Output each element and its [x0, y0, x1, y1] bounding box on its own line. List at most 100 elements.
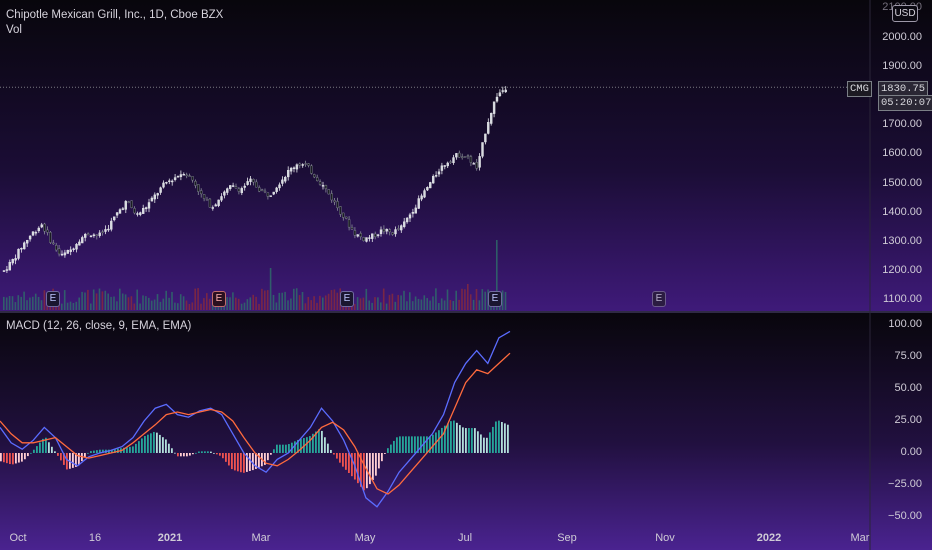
histogram-bar: [372, 453, 374, 481]
currency-badge[interactable]: USD: [892, 5, 918, 22]
candle-body: [197, 184, 200, 192]
volume-bar: [171, 291, 173, 310]
candle-body: [423, 190, 426, 198]
histogram-bar: [507, 424, 509, 453]
histogram-bar: [204, 451, 206, 453]
histogram-bar: [33, 449, 35, 453]
candle-body: [2, 270, 6, 272]
candle-body: [463, 156, 467, 158]
histogram-bar: [297, 439, 299, 453]
volume-bar: [61, 303, 63, 310]
histogram-bar: [255, 453, 257, 469]
histogram-bar: [30, 452, 32, 454]
volume-bar: [130, 296, 133, 310]
histogram-bar: [243, 453, 245, 473]
candle-body: [20, 247, 23, 250]
candle-body: [333, 200, 336, 203]
volume-bar: [162, 298, 165, 310]
price-tick-label: 2000.00: [882, 31, 922, 43]
histogram-bar: [126, 447, 128, 453]
histogram-bar: [234, 453, 236, 471]
candle-body: [411, 212, 415, 214]
candle-body: [40, 224, 43, 228]
candle-body: [170, 180, 174, 183]
signal-line: [0, 352, 511, 495]
histogram-bar: [360, 453, 362, 487]
candle-body: [26, 240, 29, 244]
histogram-bar: [426, 436, 428, 453]
volume-bar: [449, 300, 452, 310]
candle-body: [258, 187, 261, 192]
volume-bar: [17, 295, 20, 310]
histogram-bar: [267, 453, 269, 461]
volume-bar: [258, 303, 260, 310]
volume-bar: [168, 297, 170, 310]
histogram-bar: [387, 448, 389, 453]
histogram-bar: [390, 444, 392, 453]
earnings-icon[interactable]: E: [46, 291, 60, 307]
volume-bar: [403, 290, 405, 310]
histogram-bar: [447, 423, 449, 453]
histogram-bar: [276, 444, 278, 453]
candle-body: [5, 269, 9, 271]
candle-body: [495, 96, 499, 102]
candle-body: [266, 192, 270, 197]
volume-bar: [107, 293, 109, 310]
volume-bar: [330, 290, 333, 310]
histogram-bar: [378, 453, 380, 469]
histogram-bar: [123, 447, 125, 453]
earnings-icon[interactable]: E: [652, 291, 666, 307]
volume-bar: [275, 302, 278, 310]
histogram-bar: [501, 421, 503, 453]
candle-body: [147, 202, 151, 209]
histogram-bar: [156, 432, 158, 453]
candle-body: [124, 201, 128, 210]
volume-bar: [249, 297, 252, 310]
candle-body: [446, 162, 449, 167]
candle-body: [55, 245, 58, 251]
histogram-bar: [231, 453, 233, 470]
earnings-icon[interactable]: E: [488, 291, 502, 307]
histogram-bar: [399, 436, 401, 453]
histogram-bar: [171, 448, 173, 453]
volume-bar: [388, 294, 391, 310]
histogram-bar: [348, 453, 350, 473]
candle-body: [57, 248, 61, 255]
candle-body: [449, 161, 452, 163]
candle-body: [226, 188, 229, 193]
volume-bar: [414, 296, 417, 310]
volume-bar: [336, 292, 339, 310]
histogram-bar: [438, 430, 440, 453]
price-tick-label: 1200.00: [882, 263, 922, 276]
volume-bar: [496, 240, 498, 310]
candle-body: [162, 182, 165, 188]
histogram-bar: [279, 444, 281, 453]
histogram-bar: [225, 453, 227, 462]
price-tick-label: 1700.00: [882, 118, 922, 131]
histogram-bar: [285, 444, 287, 453]
histogram-bar: [210, 451, 212, 453]
candle-body: [220, 196, 223, 201]
histogram-bar: [312, 433, 314, 453]
candle-body: [440, 165, 444, 171]
candle-body: [112, 216, 116, 221]
earnings-icon[interactable]: E: [340, 291, 354, 307]
candle-body: [287, 170, 290, 178]
candle-body: [231, 185, 235, 187]
candle-body: [46, 229, 49, 233]
histogram-bar: [186, 453, 188, 457]
histogram-bar: [228, 453, 230, 466]
histogram-bar: [258, 453, 260, 468]
histogram-bar: [138, 441, 140, 453]
candle-body: [107, 228, 110, 231]
volume-bar: [255, 296, 257, 310]
volume-bar: [194, 288, 196, 310]
histogram-bar: [336, 453, 338, 459]
earnings-icon[interactable]: E: [212, 291, 226, 307]
countdown-tag: 05:20:07: [878, 95, 932, 111]
price-tick-label: 1300.00: [882, 234, 922, 247]
histogram-bar: [333, 453, 335, 455]
candle-body: [11, 259, 14, 264]
